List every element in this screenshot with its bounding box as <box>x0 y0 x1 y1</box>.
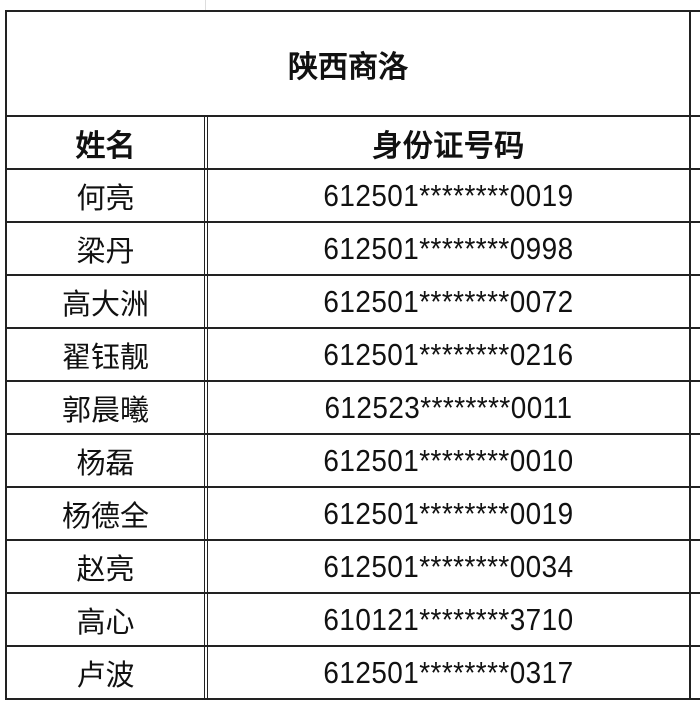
name-cell[interactable]: 赵亮 <box>7 541 208 592</box>
table-row: 赵亮 612501********0034 <box>7 541 689 594</box>
adjacent-column <box>689 10 700 708</box>
table-row: 郭晨曦 612523********0011 <box>7 382 689 435</box>
table-row: 高心 610121********3710 <box>7 594 689 647</box>
id-cell[interactable]: 612501********0998 <box>323 230 574 266</box>
name-cell[interactable]: 杨磊 <box>7 435 208 486</box>
name-cell[interactable]: 梁丹 <box>7 223 208 274</box>
id-cell[interactable]: 612501********0019 <box>323 495 574 531</box>
name-cell[interactable]: 高大洲 <box>7 276 208 327</box>
id-cell[interactable]: 612501********0072 <box>323 283 574 319</box>
id-cell[interactable]: 612501********0317 <box>323 654 574 690</box>
table-row: 翟钰靓 612501********0216 <box>7 329 689 382</box>
id-cell[interactable]: 612501********0019 <box>323 177 574 213</box>
id-cell[interactable]: 612501********0216 <box>323 336 574 372</box>
table-title: 陕西商洛 <box>7 12 689 117</box>
table-row: 杨德全 612501********0019 <box>7 488 689 541</box>
table-row: 何亮 612501********0019 <box>7 170 689 223</box>
name-cell[interactable]: 翟钰靓 <box>7 329 208 380</box>
header-name: 姓名 <box>7 117 208 168</box>
gridline <box>205 0 206 10</box>
name-cell[interactable]: 杨德全 <box>7 488 208 539</box>
name-cell[interactable]: 卢波 <box>7 647 208 698</box>
table-row: 卢波 612501********0317 <box>7 647 689 700</box>
table-row: 高大洲 612501********0072 <box>7 276 689 329</box>
id-table: 陕西商洛 姓名 身份证号码 何亮 612501********0019 梁丹 6125… <box>5 10 691 700</box>
name-cell[interactable]: 高心 <box>7 594 208 645</box>
id-cell[interactable]: 612523********0011 <box>324 389 573 425</box>
header-id: 身份证号码 <box>372 128 525 164</box>
name-cell[interactable]: 郭晨曦 <box>7 382 208 433</box>
id-cell[interactable]: 610121********3710 <box>323 601 574 637</box>
header-row: 姓名 身份证号码 <box>7 117 689 170</box>
id-cell[interactable]: 612501********0034 <box>323 548 574 584</box>
table-row: 梁丹 612501********0998 <box>7 223 689 276</box>
name-cell[interactable]: 何亮 <box>7 170 208 221</box>
table-row: 杨磊 612501********0010 <box>7 435 689 488</box>
id-cell[interactable]: 612501********0010 <box>323 442 574 478</box>
